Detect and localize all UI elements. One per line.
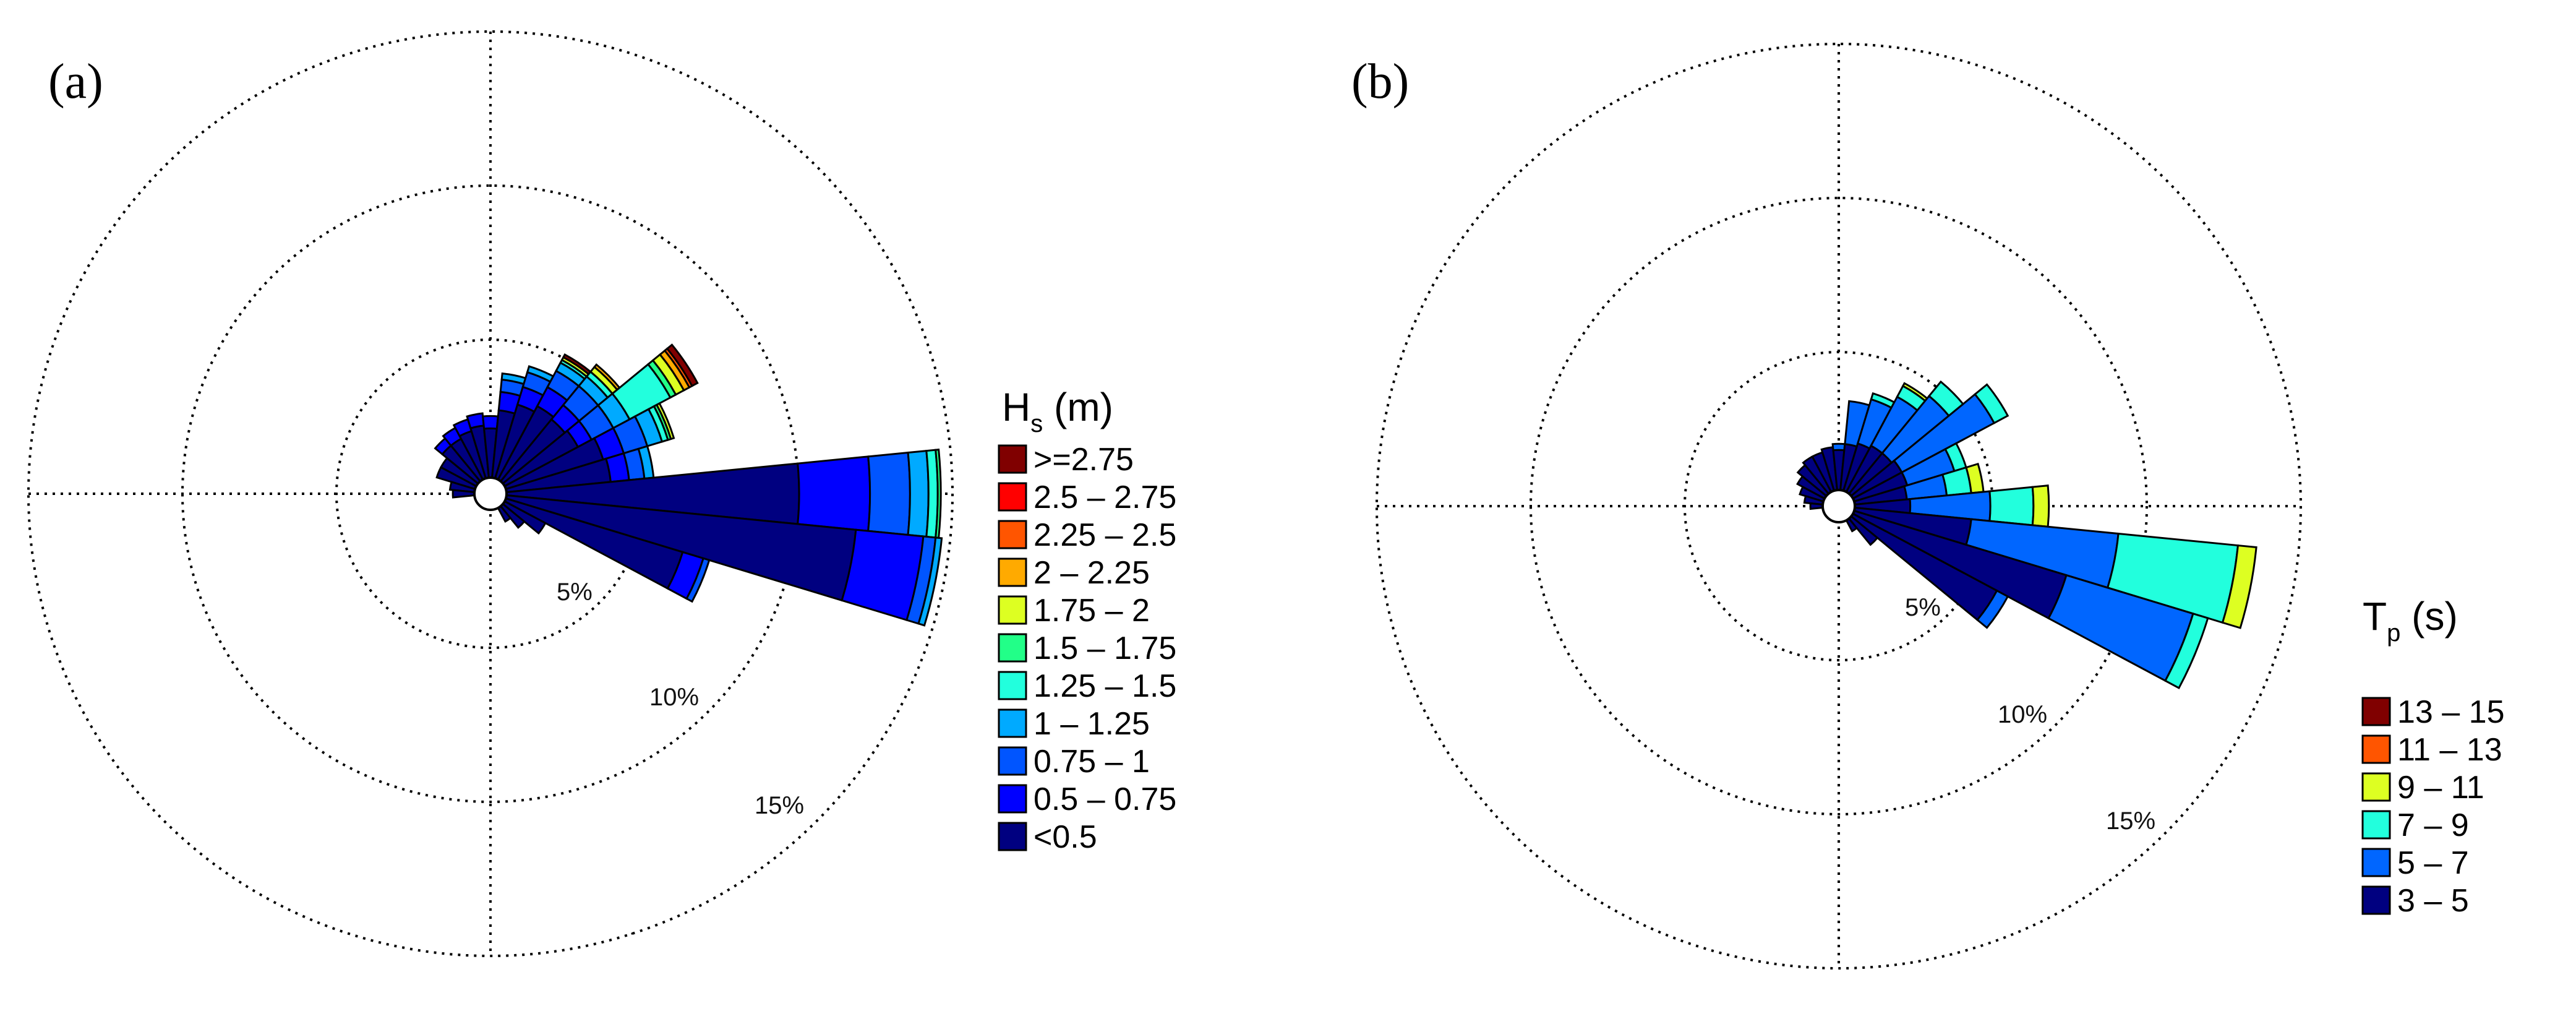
panel-b-sector-segment <box>2221 544 2257 629</box>
panel-a-legend-swatch <box>998 595 1027 625</box>
panel-a-legend-swatch <box>998 557 1027 587</box>
panel-a-legend-label: 1.75 – 2 <box>1033 593 1150 629</box>
panel-a-ring-label-10: 10% <box>649 684 699 711</box>
panel-a-sector-segment <box>917 536 943 627</box>
panel-b-sector-segment <box>2163 612 2209 689</box>
panel-a-wave-height-rose: (a) 5% 10% 15% Hs (m) >=2.752.5 – 2.752.… <box>27 30 1176 957</box>
panel-a-ring-label-5: 5% <box>557 579 593 606</box>
panel-b-center-hole <box>1821 489 1856 523</box>
panel-a-legend-label: 2 – 2.25 <box>1033 555 1150 591</box>
panel-a-sector-segment <box>797 455 871 532</box>
panel-b-sector-segment <box>1974 383 2009 424</box>
panel-a-ring-label-15: 15% <box>755 792 804 819</box>
panel-a-legend-label: 0.75 – 1 <box>1033 744 1150 780</box>
panel-a-legend-swatch <box>998 822 1027 851</box>
panel-b-ring-label-15: 15% <box>2106 807 2155 835</box>
panel-a-legend-label: 0.5 – 0.75 <box>1033 781 1176 817</box>
panel-a-legend-swatch <box>998 671 1027 700</box>
panel-a-legend-items: >=2.752.5 – 2.752.25 – 2.52 – 2.251.75 –… <box>998 442 1176 855</box>
panel-b-legend-label: 5 – 7 <box>2397 845 2469 881</box>
panel-a-sectors <box>434 343 943 627</box>
panel-a-legend-swatch <box>998 633 1027 663</box>
panel-b-label: (b) <box>1351 54 1409 109</box>
panel-a-legend-label: 2.5 – 2.75 <box>1033 480 1176 515</box>
panel-b-legend-label: 3 – 5 <box>2397 883 2469 919</box>
panel-a-sector-segment <box>665 343 699 387</box>
panel-a-sector-segment <box>685 557 711 603</box>
panel-a-legend-label: 2.25 – 2.5 <box>1033 517 1176 553</box>
panel-a-legend-label: >=2.75 <box>1033 442 1134 478</box>
panel-a-legend: Hs (m) >=2.752.5 – 2.752.25 – 2.52 – 2.2… <box>998 385 1176 855</box>
panel-a-legend-title: Hs (m) <box>1002 385 1113 437</box>
panel-a-legend-swatch <box>998 482 1027 512</box>
panel-b-legend-swatch <box>2361 772 2391 802</box>
panel-a-center-hole <box>473 476 508 511</box>
panel-a-legend-label: 1.5 – 1.75 <box>1033 630 1176 666</box>
panel-a-label: (a) <box>48 54 103 109</box>
panel-b-legend-label: 7 – 9 <box>2397 807 2469 843</box>
panel-a-grid-ring <box>27 30 954 957</box>
panel-a-legend-label: <0.5 <box>1033 819 1097 855</box>
panel-b-sector-segment <box>1809 502 1824 510</box>
panel-b-legend-label: 13 – 15 <box>2397 694 2505 730</box>
panel-b-sector-segment <box>2031 484 2050 528</box>
panel-b-sector-segment <box>1831 442 1846 452</box>
panel-b-legend-label: 11 – 13 <box>2397 732 2502 768</box>
panel-b-sector-segment <box>1988 486 2035 527</box>
panel-b-legend-swatch <box>2361 697 2391 726</box>
panel-a-sector-segment <box>466 412 485 429</box>
panel-a-legend-swatch <box>998 746 1027 776</box>
panel-b-ring-label-10: 10% <box>1998 701 2047 728</box>
panel-a-sector-segment <box>451 489 476 499</box>
panel-a-sector-segment <box>907 449 930 538</box>
panel-a-legend-label: 1 – 1.25 <box>1033 706 1150 742</box>
panel-a-legend-label: 1.25 – 1.5 <box>1033 668 1176 704</box>
panel-b-sector-segment <box>1976 589 2009 629</box>
panel-b-ring-label-5: 5% <box>1905 594 1941 621</box>
panel-a-sector-segment <box>655 402 675 441</box>
panel-b-legend-label: 9 – 11 <box>2397 770 2484 806</box>
panel-a-legend-swatch <box>998 784 1027 814</box>
panel-b-legend-swatch <box>2361 848 2391 877</box>
panel-a-legend-swatch <box>998 708 1027 738</box>
panel-b-grid-ring <box>1376 43 2302 970</box>
panel-b-legend-swatch <box>2361 885 2391 915</box>
panel-b-legend-swatch <box>2361 734 2391 764</box>
panel-b-legend-swatch <box>2361 810 2391 840</box>
panel-b-legend-title: Tp (s) <box>2363 594 2458 647</box>
panel-a-sector-segment <box>867 451 911 536</box>
panel-a-legend-swatch <box>998 520 1027 549</box>
panel-a-legend-swatch <box>998 444 1027 474</box>
panel-b-grid-ring <box>1530 197 2148 815</box>
panel-a-sector-segment <box>482 415 499 430</box>
